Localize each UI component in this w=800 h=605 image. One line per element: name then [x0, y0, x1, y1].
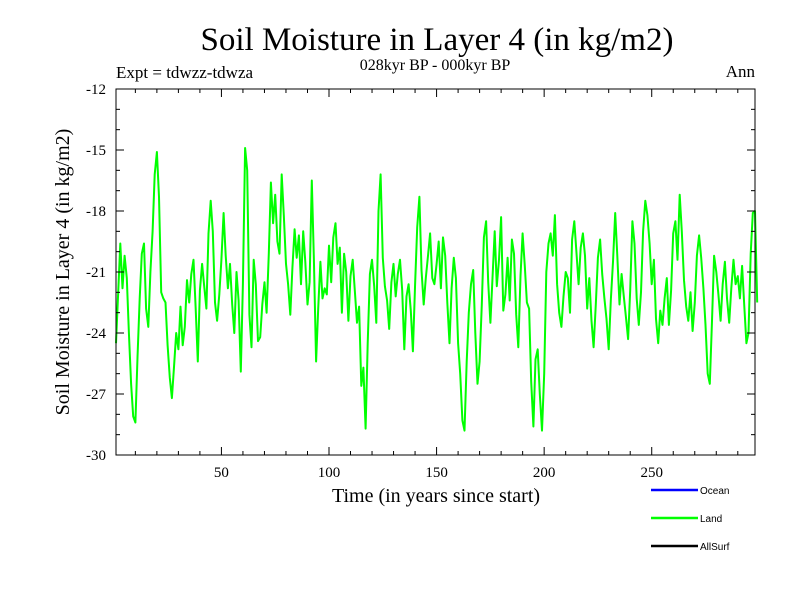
y-tick-label: -18 [86, 204, 106, 220]
y-tick-label: -15 [86, 143, 106, 159]
x-tick-label: 50 [214, 465, 229, 481]
axes-group: 50 100 150 200 250 -12 -15 -18 -21 -24 -27 -30 [86, 82, 756, 481]
y-tick-label: -24 [86, 326, 106, 342]
x-tick-label: 100 [318, 465, 341, 481]
chart-title: Soil Moisture in Layer 4 (in kg/m2) [201, 22, 674, 58]
legend-label-allsurf: AllSurf [700, 542, 730, 553]
x-tick-label: 200 [533, 465, 556, 481]
legend: Ocean Land AllSurf [651, 486, 730, 553]
y-tick-label: -21 [86, 265, 106, 281]
legend-label-ocean: Ocean [700, 486, 729, 497]
experiment-label: Expt = tdwzz-tdwza [116, 63, 253, 82]
y-tick-label: -30 [86, 448, 106, 464]
chart-subtitle: 028kyr BP - 000kyr BP [360, 57, 511, 74]
x-tick-label: 250 [640, 465, 663, 481]
y-tick-label: -27 [86, 387, 106, 403]
legend-label-land: Land [700, 514, 722, 525]
y-axis-label: Soil Moisture in Layer 4 (in kg/m2) [52, 129, 74, 416]
series-line-land [115, 147, 759, 432]
series-group [115, 147, 759, 432]
y-tick-label: -12 [86, 82, 106, 98]
annual-label: Ann [726, 62, 756, 81]
x-axis-label: Time (in years since start) [332, 485, 540, 507]
x-tick-label: 150 [425, 465, 448, 481]
